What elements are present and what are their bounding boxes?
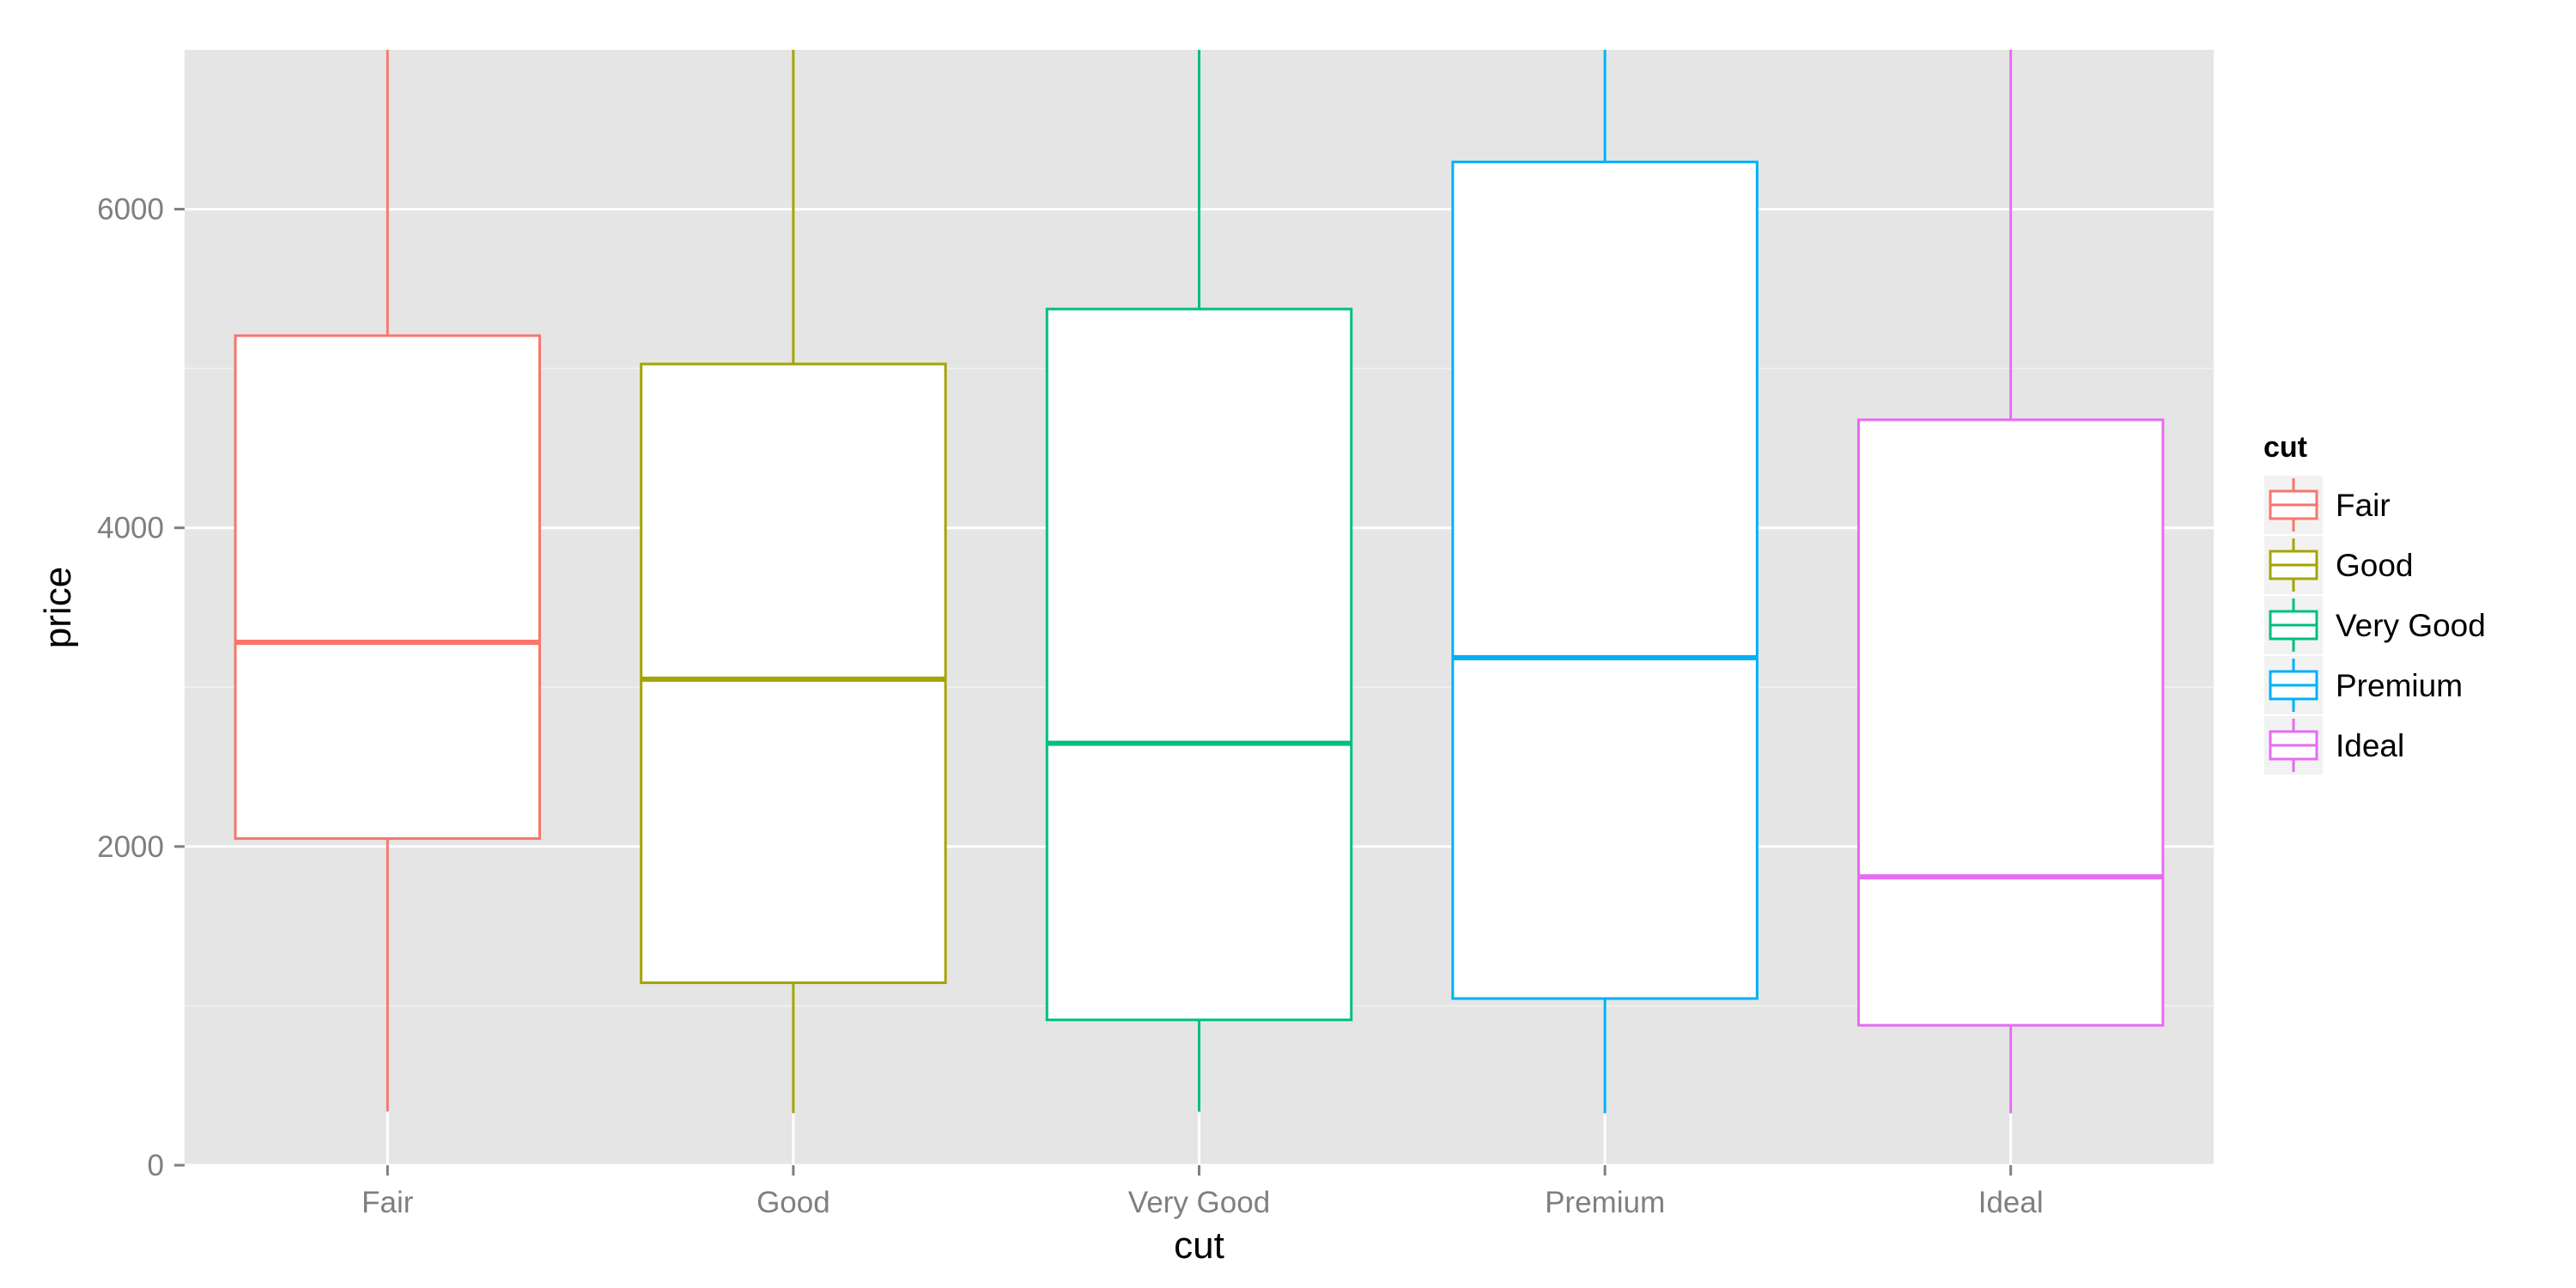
box-body <box>1045 307 1353 1022</box>
legend-item-very-good: Very Good <box>2263 594 2486 656</box>
legend-items: Fair Good Very Good Premium Ideal <box>2263 474 2486 776</box>
x-axis: Fair Good Very Good Premium Ideal <box>361 1165 2044 1219</box>
legend-item-fair: Fair <box>2263 474 2391 536</box>
x-tick-label: Fair <box>361 1186 414 1219</box>
box-body <box>234 334 542 841</box>
x-tick-label: Premium <box>1545 1186 1665 1219</box>
y-axis: 0 2000 4000 6000 <box>97 193 185 1182</box>
y-tick-label: 6000 <box>97 193 164 227</box>
y-tick-label: 2000 <box>97 830 164 864</box>
box-very-good <box>1045 50 1353 1112</box>
boxplot-series <box>234 50 2165 1114</box>
legend-item-ideal: Ideal <box>2263 714 2404 776</box>
x-tick-label: Ideal <box>1978 1186 2044 1219</box>
legend-title: cut <box>2263 431 2307 464</box>
legend-item-premium: Premium <box>2263 654 2463 716</box>
x-axis-title: cut <box>1174 1224 1224 1267</box>
legend-label: Very Good <box>2336 608 2486 643</box>
legend-label: Fair <box>2336 488 2391 523</box>
legend: cut Fair Good Very Good Premium Ideal <box>2263 431 2486 776</box>
x-tick-label: Good <box>756 1186 830 1219</box>
x-tick-label: Very Good <box>1128 1186 1270 1219</box>
legend-item-good: Good <box>2263 534 2414 596</box>
box-body <box>1856 418 2165 1027</box>
y-tick-label: 0 <box>148 1149 164 1182</box>
box-fair <box>234 50 542 1112</box>
y-axis-title: price <box>37 567 79 648</box>
box-good <box>640 50 947 1114</box>
legend-label: Good <box>2336 548 2414 583</box>
box-ideal <box>1856 50 2165 1114</box>
legend-label: Ideal <box>2336 728 2404 763</box>
box-premium <box>1451 50 1759 1114</box>
y-tick-label: 4000 <box>97 512 164 545</box>
box-body <box>640 362 947 985</box>
box-body <box>1451 161 1759 1000</box>
legend-label: Premium <box>2336 668 2463 703</box>
